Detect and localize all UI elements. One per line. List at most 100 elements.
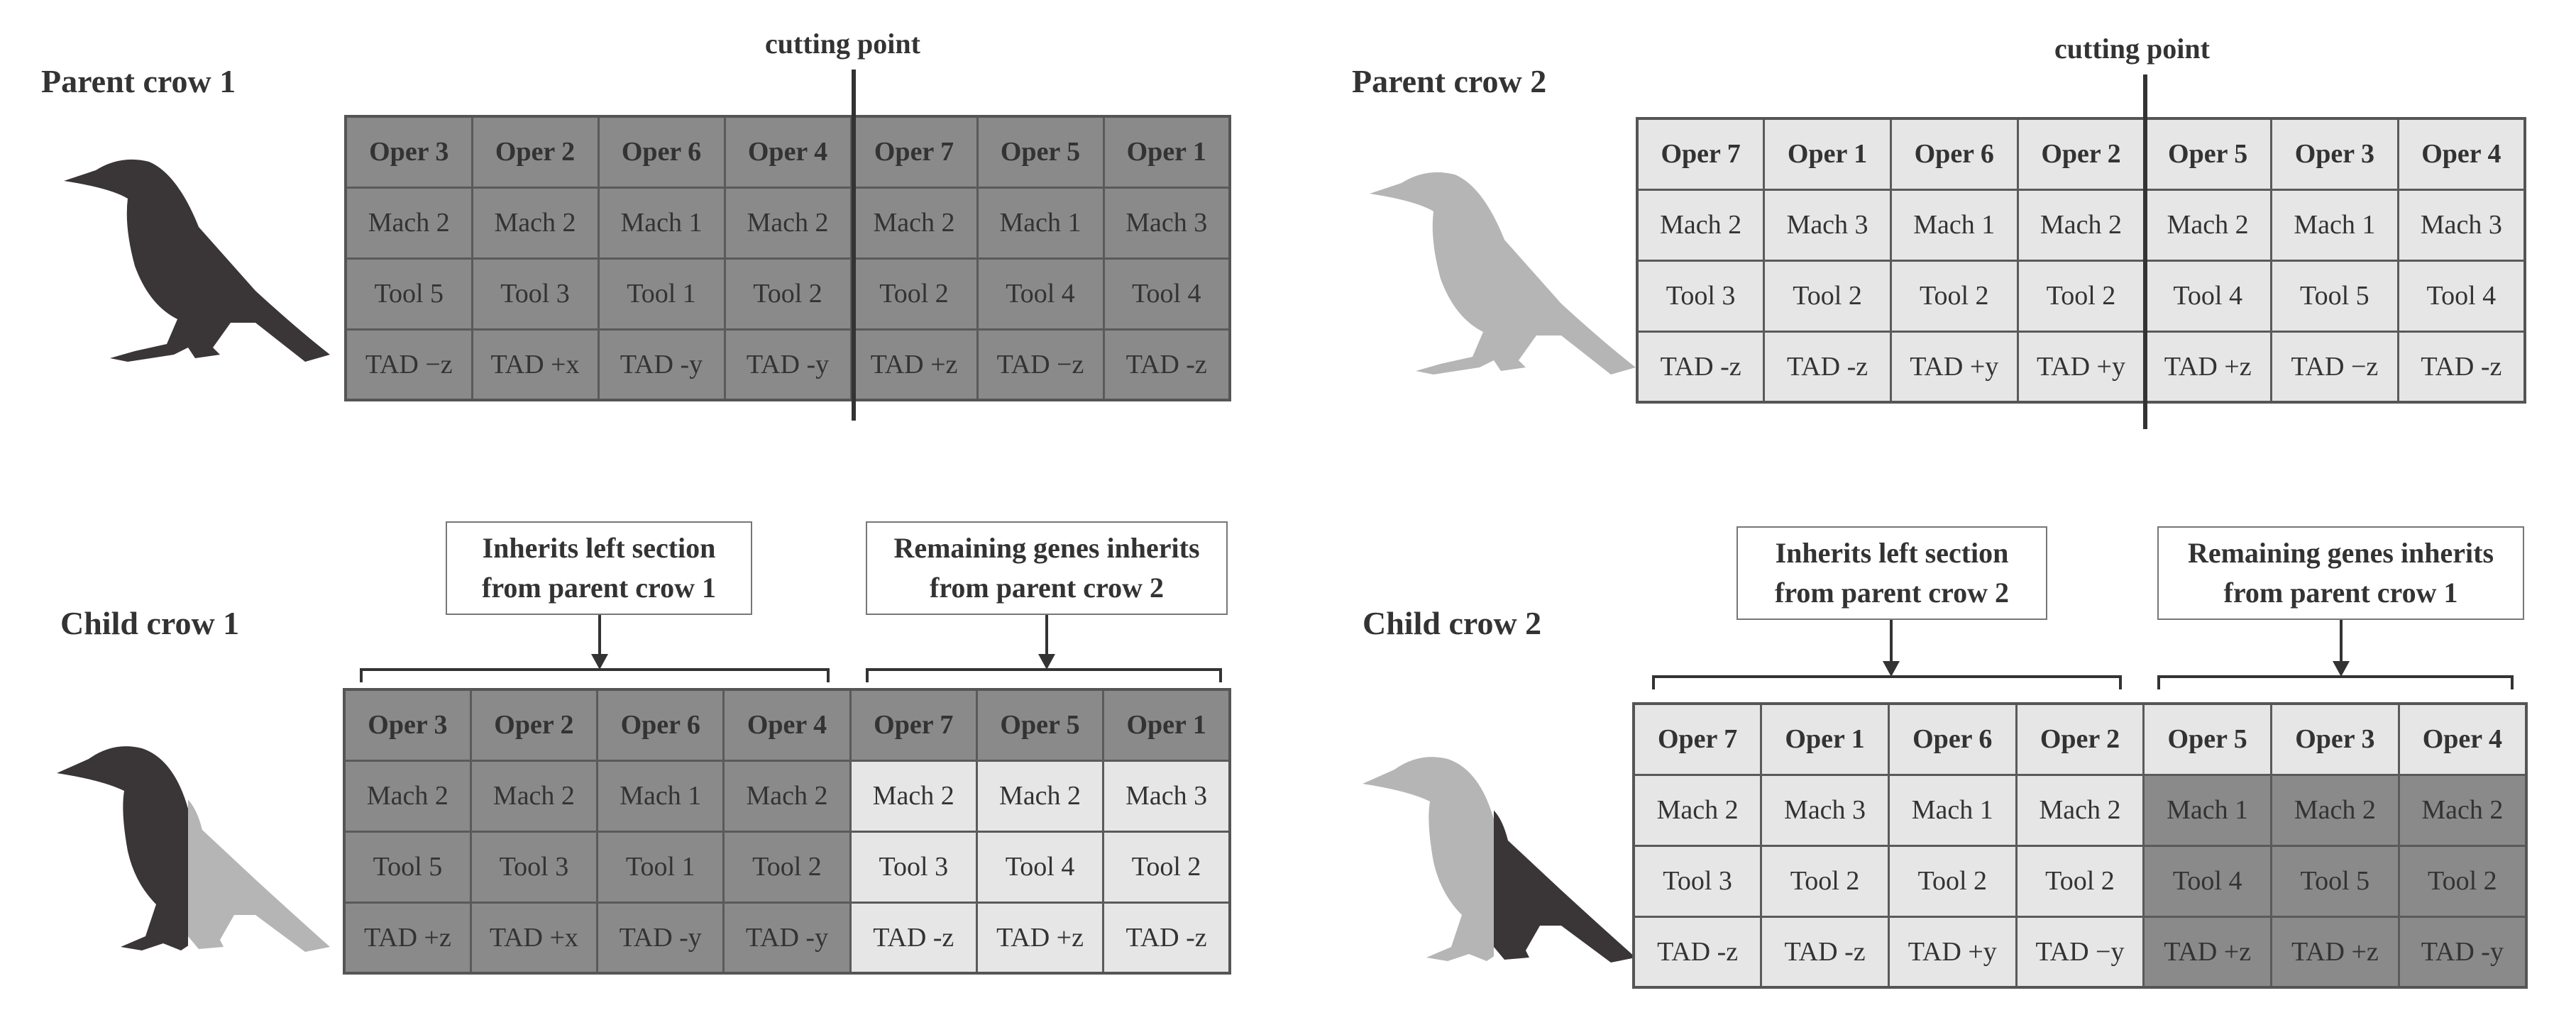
child2-arrow-right [2340,620,2343,662]
child1-bracket-left [360,668,830,682]
c1-tool: Tool 3 [849,830,978,904]
p1-mach: Mach 1 [976,186,1105,260]
c1-mach: Mach 2 [722,759,852,833]
c1-oper: Oper 1 [1102,688,1231,762]
c2-mach: Mach 2 [2015,773,2145,847]
p1-tad: TAD −z [344,328,473,401]
parent1-title: Parent crow 1 [41,63,236,99]
p2-oper: Oper 1 [1763,117,1892,191]
c2-tool: Tool 2 [2015,844,2145,918]
c1-tool: Tool 4 [975,830,1105,904]
c2-mach: Mach 1 [2142,773,2273,847]
child1-callout-left: Inherits left section from parent crow 1 [446,521,752,615]
child1-gene-table: Oper 3 Oper 2 Oper 6 Oper 4 Oper 7 Oper … [343,688,1231,975]
p1-tool: Tool 2 [723,257,852,331]
c2-tool: Tool 2 [1760,844,1890,918]
child2-title: Child crow 2 [1363,605,1542,641]
p2-mach: Mach 2 [2143,188,2273,262]
c1-tool: Tool 2 [1102,830,1231,904]
p2-tad: TAD +z [2143,330,2273,404]
callout-line: from parent crow 1 [482,572,716,604]
callout-line: from parent crow 2 [1775,577,2009,609]
callout-line: Remaining genes inherits [893,532,1200,564]
p2-oper: Oper 5 [2143,117,2273,191]
p2-tad: TAD -z [2396,330,2526,404]
c1-tool: Tool 3 [469,830,599,904]
callout-line: Inherits left section [1775,537,2009,569]
child2-arrow-right-head [2333,661,2350,677]
child1-crow-icon [57,746,330,952]
parent2-crow-icon [1370,172,1636,375]
p2-mach: Mach 2 [1636,188,1766,262]
c2-tool: Tool 2 [1887,844,2018,918]
c2-tad: TAD -z [1760,915,1890,989]
p1-oper: Oper 7 [849,115,979,189]
parent2-gene-table: Oper 7 Oper 1 Oper 6 Oper 2 Oper 5 Oper … [1636,117,2526,404]
p2-tad: TAD −z [2270,330,2399,404]
c2-oper: Oper 6 [1887,702,2018,776]
callout-line: Inherits left section [482,532,716,564]
child2-callout-left: Inherits left section from parent crow 2 [1736,526,2047,620]
p2-oper: Oper 4 [2396,117,2526,191]
p1-tad: TAD −z [976,328,1105,401]
c2-tool: Tool 2 [2397,844,2528,918]
parent2-cut-line [2143,74,2147,429]
c2-oper: Oper 5 [2142,702,2273,776]
c1-oper: Oper 7 [849,688,978,762]
child1-callout-right: Remaining genes inherits from parent cro… [866,521,1228,615]
child2-callout-right: Remaining genes inherits from parent cro… [2157,526,2524,620]
p2-tool: Tool 4 [2396,259,2526,333]
c2-tool: Tool 5 [2270,844,2400,918]
p1-tool: Tool 3 [470,257,600,331]
parent2-cutting-label: cutting point [2054,33,2210,65]
c1-oper: Oper 3 [343,688,472,762]
parent1-cutting-label: cutting point [765,28,920,60]
child1-arrow-right-head [1038,654,1055,670]
p1-oper: Oper 1 [1102,115,1231,189]
child1-bracket-right [866,668,1222,682]
child2-crow-icon [1363,757,1636,963]
c1-tad: TAD +z [975,901,1105,975]
p1-oper: Oper 2 [470,115,600,189]
child1-title: Child crow 1 [60,605,240,641]
child1-arrow-left [598,615,601,656]
c1-mach: Mach 2 [469,759,599,833]
p2-tool: Tool 2 [2016,259,2146,333]
p1-tad: TAD +z [849,328,979,401]
p2-mach: Mach 1 [1889,188,2019,262]
p2-tad: TAD +y [1889,330,2019,404]
c1-mach: Mach 1 [596,759,725,833]
p1-mach: Mach 3 [1102,186,1231,260]
c2-oper: Oper 4 [2397,702,2528,776]
c2-oper: Oper 1 [1760,702,1890,776]
c2-oper: Oper 2 [2015,702,2145,776]
p1-tool: Tool 4 [976,257,1105,331]
c2-tad: TAD +z [2142,915,2273,989]
callout-line: from parent crow 2 [930,572,1164,604]
c1-tad: TAD +x [469,901,599,975]
c1-tad: TAD -z [849,901,978,975]
c2-tad: TAD +z [2270,915,2400,989]
c2-tad: TAD -z [1632,915,1763,989]
c1-tad: TAD -y [596,901,725,975]
p2-oper: Oper 3 [2270,117,2399,191]
c2-mach: Mach 2 [2397,773,2528,847]
c2-mach: Mach 1 [1887,773,2018,847]
p2-tool: Tool 2 [1889,259,2019,333]
c1-oper: Oper 2 [469,688,599,762]
p1-mach: Mach 2 [849,186,979,260]
p1-mach: Mach 1 [597,186,726,260]
p2-tad: TAD -z [1636,330,1766,404]
c1-oper: Oper 5 [975,688,1105,762]
c1-oper: Oper 6 [596,688,725,762]
p2-tad: TAD +y [2016,330,2146,404]
child2-bracket-right [2157,675,2514,689]
p1-oper: Oper 3 [344,115,473,189]
c1-mach: Mach 3 [1102,759,1231,833]
p1-tad: TAD +x [470,328,600,401]
c1-tool: Tool 1 [596,830,725,904]
parent1-crow-icon [64,159,330,362]
child2-bracket-left [1652,675,2122,689]
c2-mach: Mach 2 [1632,773,1763,847]
p1-mach: Mach 2 [470,186,600,260]
